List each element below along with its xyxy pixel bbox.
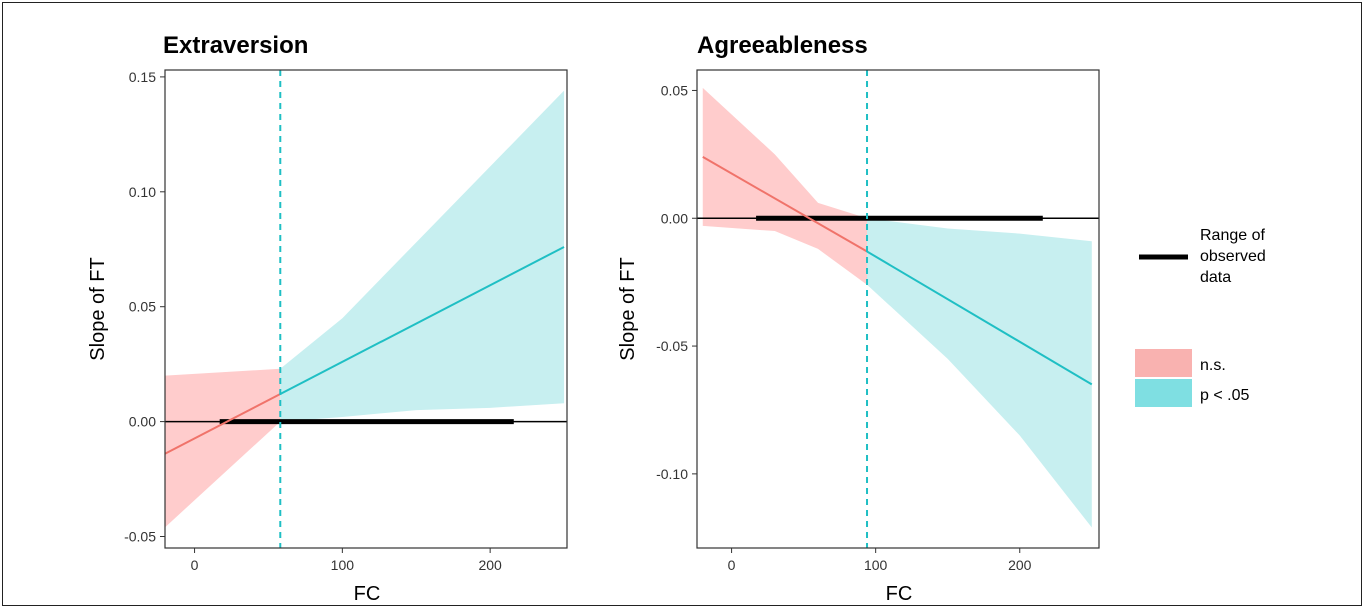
y-axis-title-extraversion: Slope of FT — [87, 257, 109, 360]
plot-area-agreeableness: 0 100 200 -0.10 -0.05 0.00 0.05 — [656, 69, 1100, 573]
plot-area-extraversion: 0 100 200 -0.05 0.00 0.05 0.10 0.15 — [124, 69, 568, 573]
plot-content-agreeableness — [697, 70, 1099, 548]
y-tick-label: 0.15 — [129, 69, 156, 85]
x-tick-label: 100 — [331, 557, 355, 573]
plot-content-extraversion — [165, 70, 567, 548]
y-axis-title-agreeableness: Slope of FT — [617, 257, 639, 360]
confidence-band-significant — [280, 90, 565, 422]
legend-range-label-line-1: Range of — [1200, 227, 1265, 244]
legend-range-label-line-3: data — [1200, 269, 1231, 286]
x-tick-label: 0 — [191, 557, 199, 573]
slope-line-ns — [702, 156, 868, 253]
confidence-band-ns — [702, 87, 868, 285]
panel-agreeableness: Agreeableness 0 100 200-0.10-0.050.000.05 … — [617, 32, 1100, 605]
y-tick-label: -0.05 — [656, 338, 688, 354]
legend: Range of observed data n.s. p < .05 — [1135, 227, 1266, 407]
legend-label-p05: p < .05 — [1200, 387, 1249, 404]
x-tick-label: 200 — [1008, 557, 1032, 573]
confidence-band-significant — [867, 218, 1092, 528]
y-tick-label: -0.05 — [124, 529, 156, 545]
slope-line-ns — [165, 393, 281, 455]
legend-label-ns: n.s. — [1200, 357, 1226, 374]
legend-swatch-ns — [1135, 349, 1192, 377]
x-axis-title-agreeableness: FC — [886, 583, 913, 605]
x-tick-label: 200 — [478, 557, 502, 573]
slope-line-significant — [279, 246, 565, 395]
slope-line-significant — [866, 250, 1093, 386]
y-tick-label: -0.10 — [656, 466, 688, 482]
x-tick-label: 100 — [864, 557, 888, 573]
confidence-band-ns — [165, 368, 281, 528]
y-tick-label: 0.05 — [661, 82, 688, 98]
y-tick-label: 0.10 — [129, 184, 156, 200]
panel-extraversion: Extraversion 0 100 200 -0.05 0.00 0.05 0.10 0.1… — [87, 32, 568, 605]
panel-title-agreeableness: Agreeableness — [697, 32, 868, 59]
y-tick-label: 0.05 — [129, 299, 156, 315]
panel-title-extraversion: Extraversion — [163, 32, 308, 59]
plot-border-agreeableness — [696, 69, 1100, 549]
legend-swatch-p05 — [1135, 379, 1192, 407]
y-tick-label: 0.00 — [661, 210, 688, 226]
legend-range-label-line-2: observed — [1200, 248, 1266, 265]
x-tick-label: 0 — [728, 557, 736, 573]
x-axis-title-extraversion: FC — [354, 583, 381, 605]
y-tick-label: 0.00 — [129, 414, 156, 430]
plot-border-extraversion — [164, 69, 568, 549]
